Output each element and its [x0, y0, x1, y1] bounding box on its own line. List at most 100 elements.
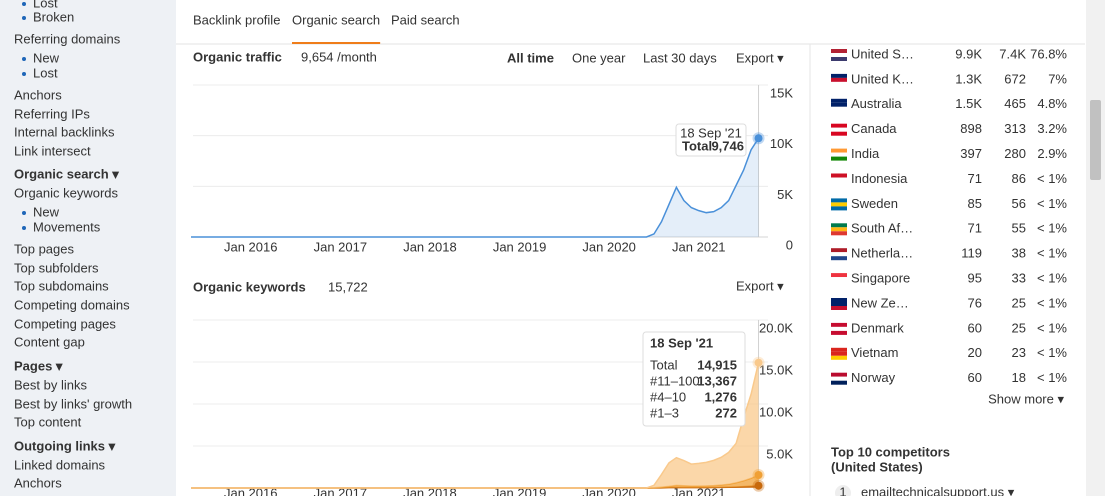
flag [831, 347, 847, 352]
y-tick-label: 15K [770, 85, 793, 100]
sidebar-link[interactable]: Best by links [14, 377, 87, 392]
flag [831, 123, 847, 128]
sidebar-sublink[interactable]: Lost [33, 65, 58, 80]
country-keywords: 25 [1012, 295, 1026, 310]
tooltip [675, 123, 747, 157]
sidebar-link[interactable]: Top content [14, 414, 82, 429]
country-name: United K… [851, 71, 914, 86]
y-tick-label: 20.0K [759, 320, 793, 335]
show-more[interactable]: Show more ▾ [988, 391, 1064, 406]
sidebar-link[interactable]: Organic keywords [14, 185, 119, 200]
range-button[interactable]: All time [507, 50, 554, 65]
country-traffic[interactable]: 95 [968, 271, 982, 286]
sidebar-sublink[interactable]: Broken [33, 9, 74, 24]
flag [831, 330, 847, 335]
competitors-subtitle: (United States) [831, 459, 923, 474]
flag [831, 181, 847, 186]
sidebar-link[interactable]: Competing pages [14, 316, 116, 331]
flag [831, 248, 847, 253]
flag [831, 206, 847, 211]
country-traffic[interactable]: 397 [960, 146, 982, 161]
export-button[interactable]: Export ▾ [736, 50, 784, 65]
flag [831, 106, 847, 111]
country-share: 4.8% [1037, 96, 1067, 111]
country-traffic[interactable]: 1.3K [955, 71, 982, 86]
sidebar-sublink[interactable]: Lost [33, 0, 58, 10]
tooltip-value: 1,276 [704, 389, 737, 404]
sidebar-link[interactable]: Internal backlinks [14, 124, 115, 139]
sidebar-link[interactable]: Competing domains [14, 297, 130, 312]
country-traffic[interactable]: 71 [968, 221, 982, 236]
y-tick-label: 5K [777, 187, 793, 202]
country-keywords: 280 [1004, 146, 1026, 161]
flag [831, 81, 847, 86]
sidebar-sublink[interactable]: New [33, 50, 60, 65]
tooltip-value: 13,367 [697, 373, 737, 388]
flag [831, 277, 847, 282]
country-traffic[interactable]: 898 [960, 121, 982, 136]
x-tick-label: Jan 2019 [493, 485, 547, 496]
section-title: Organic traffic [193, 49, 282, 64]
scrollbar-thumb[interactable] [1090, 100, 1101, 180]
country-keywords: 7.4K [999, 46, 1026, 61]
tab[interactable]: Backlink profile [193, 12, 280, 27]
sidebar-heading[interactable]: Pages ▾ [14, 358, 63, 373]
country-traffic[interactable]: 1.5K [955, 96, 982, 111]
flag [831, 322, 847, 327]
flag [831, 281, 847, 286]
country-traffic[interactable]: 71 [968, 171, 982, 186]
country-name: Indonesia [851, 171, 908, 186]
y-tick-label: 0 [786, 237, 793, 252]
flag [831, 152, 847, 157]
competitors-title: Top 10 competitors [831, 444, 950, 459]
area [191, 362, 759, 488]
sidebar-link[interactable]: Top pages [14, 241, 74, 256]
sidebar-link[interactable]: Content gap [14, 334, 85, 349]
bullet [22, 72, 26, 76]
sidebar-link[interactable]: Top subdomains [14, 278, 109, 293]
sidebar-heading[interactable]: Outgoing links ▾ [14, 438, 116, 453]
x-tick-label: Jan 2020 [582, 239, 636, 254]
sidebar-link[interactable]: Link intersect [14, 143, 91, 158]
tab[interactable]: Organic search [292, 12, 380, 27]
flag [831, 57, 847, 61]
sidebar-link[interactable]: Linked domains [14, 457, 106, 472]
tooltip-label: Total [682, 138, 712, 153]
country-keywords: 86 [1012, 171, 1026, 186]
tooltip-date: 18 Sep '21 [650, 335, 713, 350]
sidebar-sublink[interactable]: Movements [33, 219, 101, 234]
sidebar-link[interactable]: Anchors [14, 87, 62, 102]
country-traffic[interactable]: 60 [968, 320, 982, 335]
country-traffic[interactable]: 76 [968, 295, 982, 310]
country-name: United S… [851, 46, 914, 61]
scrollbar[interactable] [1086, 0, 1105, 496]
export-button[interactable]: Export ▾ [736, 278, 784, 293]
sidebar-link[interactable]: Best by links' growth [14, 396, 132, 411]
sidebar-bg [0, 0, 176, 496]
country-traffic[interactable]: 20 [968, 345, 982, 360]
sidebar-link[interactable]: Top subfolders [14, 260, 99, 275]
sidebar-link[interactable]: Referring domains [14, 31, 121, 46]
range-button[interactable]: Last 30 days [643, 50, 717, 65]
competitor-domain[interactable]: emailtechnicalsupport.us ▾ [861, 484, 1015, 496]
tab[interactable]: Paid search [391, 12, 460, 27]
sidebar-link[interactable]: Anchors [14, 475, 62, 490]
tooltip-value: 9,746 [711, 138, 744, 153]
range-button[interactable]: One year [572, 50, 626, 65]
country-traffic[interactable]: 85 [968, 196, 982, 211]
sidebar-sublink[interactable]: New [33, 204, 60, 219]
bullet [22, 226, 26, 230]
country-traffic[interactable]: 119 [961, 246, 982, 261]
sidebar-link[interactable]: Referring IPs [14, 106, 90, 121]
x-tick-label: Jan 2017 [314, 239, 368, 254]
point [754, 358, 763, 367]
country-traffic[interactable]: 60 [968, 370, 982, 385]
flag [831, 156, 847, 161]
flag [831, 131, 847, 136]
country-traffic[interactable]: 9.9K [955, 46, 982, 61]
section-title: Organic keywords [193, 279, 306, 294]
country-keywords: 23 [1012, 345, 1026, 360]
sidebar-heading[interactable]: Organic search ▾ [14, 166, 119, 181]
country-keywords: 465 [1004, 96, 1026, 111]
